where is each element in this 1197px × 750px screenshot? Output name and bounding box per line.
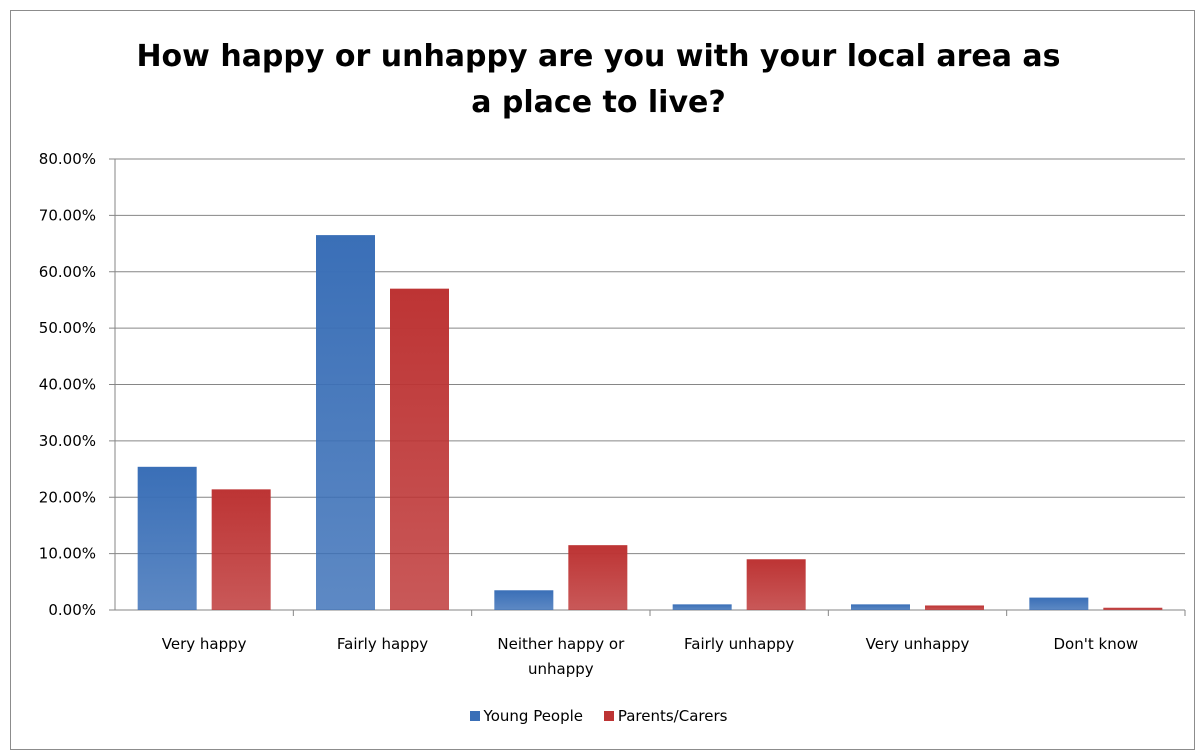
bar-young-people-0 bbox=[137, 466, 197, 610]
y-tick-label-6: 60.00% bbox=[39, 263, 96, 281]
bar-young-people-1 bbox=[316, 235, 375, 610]
bar-parents-carers-5 bbox=[1103, 607, 1163, 610]
y-tick-label-3: 30.00% bbox=[39, 432, 96, 450]
y-tick-label-5: 50.00% bbox=[39, 319, 96, 337]
bar-parents-carers-0 bbox=[211, 489, 271, 610]
bar-young-people-3 bbox=[672, 604, 732, 610]
bar-young-people-5 bbox=[1029, 597, 1089, 610]
x-category-label-2-0: Neither happy or bbox=[497, 635, 625, 653]
y-tick-label-1: 10.00% bbox=[39, 545, 96, 563]
x-category-label-5-0: Don't know bbox=[1054, 635, 1139, 653]
x-category-label-2-1: unhappy bbox=[528, 660, 594, 678]
legend-item-parents-carers: Parents/Carers bbox=[603, 707, 728, 725]
y-tick-label-7: 70.00% bbox=[39, 206, 96, 224]
bar-young-people-4 bbox=[851, 604, 910, 610]
bar-parents-carers-1 bbox=[390, 288, 449, 610]
legend-label-parents-carers: Parents/Carers bbox=[617, 707, 728, 725]
chart-legend: Young People Parents/Carers bbox=[0, 707, 1197, 725]
y-tick-label-8: 80.00% bbox=[39, 150, 96, 168]
chart-frame bbox=[10, 10, 1195, 750]
x-category-label-0-0: Very happy bbox=[162, 635, 247, 653]
x-category-label-3-0: Fairly unhappy bbox=[684, 635, 794, 653]
x-category-label-1-0: Fairly happy bbox=[337, 635, 428, 653]
chart-title-line-1: How happy or unhappy are you with your l… bbox=[136, 39, 1061, 74]
legend-item-young-people: Young People bbox=[469, 707, 584, 725]
bar-parents-carers-2 bbox=[568, 545, 628, 610]
legend-swatch-parents-carers bbox=[603, 711, 614, 721]
y-tick-label-4: 40.00% bbox=[39, 376, 96, 394]
legend-swatch-young-people bbox=[469, 711, 480, 721]
y-tick-label-0: 0.00% bbox=[48, 601, 96, 619]
y-tick-label-2: 20.00% bbox=[39, 488, 96, 506]
legend-label-young-people: Young People bbox=[483, 707, 584, 725]
bar-parents-carers-3 bbox=[746, 559, 806, 610]
chart-title: How happy or unhappy are you with your l… bbox=[0, 34, 1197, 126]
x-category-label-4-0: Very unhappy bbox=[866, 635, 970, 653]
chart-title-line-2: a place to live? bbox=[471, 85, 726, 120]
bar-parents-carers-4 bbox=[925, 605, 984, 610]
bar-young-people-2 bbox=[494, 590, 554, 610]
